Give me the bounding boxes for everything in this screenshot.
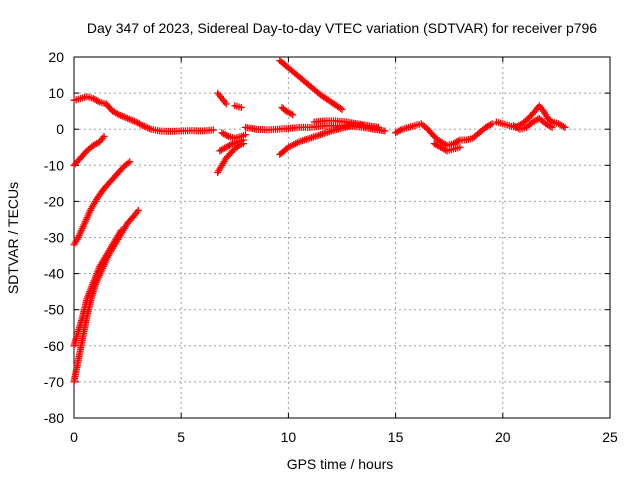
y-tick-label: -80: [44, 410, 64, 426]
data-point: [454, 137, 462, 145]
data-point: [396, 126, 404, 134]
data-point: [222, 100, 230, 108]
y-tick-label: -70: [44, 374, 64, 390]
data-point: [381, 127, 389, 135]
x-axis-label: GPS time / hours: [287, 456, 394, 472]
data-point: [94, 97, 102, 105]
data-point: [126, 158, 134, 166]
y-tick-label: -20: [44, 193, 64, 209]
series-arc-6: [214, 89, 230, 108]
y-tick-label: 10: [48, 85, 64, 101]
data-point: [561, 123, 569, 131]
x-tick-label: 5: [177, 429, 185, 445]
series-arc-2: [70, 132, 108, 169]
data-point: [456, 143, 464, 151]
y-tick-label: -40: [44, 266, 64, 282]
y-tick-label: 20: [48, 49, 64, 65]
y-axis-label: SDTVAR / TECUs: [5, 182, 21, 294]
data-point: [237, 104, 245, 112]
series-arc-3: [70, 158, 134, 249]
x-tick-label: 25: [602, 429, 618, 445]
series-arc-1: [70, 93, 217, 135]
data-point: [113, 110, 121, 118]
data-points: [70, 57, 569, 386]
x-tick-label: 20: [495, 429, 511, 445]
data-point: [336, 104, 344, 112]
data-point: [338, 105, 346, 113]
data-point: [287, 110, 295, 118]
data-point: [548, 123, 556, 131]
x-tick-label: 15: [388, 429, 404, 445]
x-tick-label: 10: [281, 429, 297, 445]
series-arc-17: [430, 140, 464, 155]
series-arc-5: [70, 206, 142, 386]
series-arc-16: [392, 120, 496, 149]
data-point: [209, 126, 217, 134]
series-arc-13: [278, 104, 297, 119]
data-point: [547, 122, 555, 130]
data-point: [289, 111, 297, 119]
data-point: [486, 121, 494, 129]
data-point: [124, 159, 132, 167]
chart-title: Day 347 of 2023, Sidereal Day-to-day VTE…: [87, 20, 597, 36]
data-point: [223, 132, 231, 140]
data-point: [227, 141, 235, 149]
y-tick-label: -60: [44, 338, 64, 354]
data-point: [100, 132, 108, 140]
data-point: [242, 131, 250, 139]
y-tick-label: 0: [56, 121, 64, 137]
series-arc-10: [218, 129, 250, 142]
y-tick-label: -10: [44, 157, 64, 173]
y-tick-labels: -80 -70 -60 -50 -40 -30 -20 -10 0 10 20: [44, 49, 64, 426]
data-point: [374, 123, 382, 131]
series-arc-12: [276, 57, 346, 113]
data-point: [559, 122, 567, 130]
series-arc-15: [310, 117, 382, 131]
y-tick-label: -50: [44, 302, 64, 318]
data-point: [488, 120, 496, 128]
data-point: [134, 206, 142, 214]
series-arc-19: [510, 114, 556, 133]
series-arc-7: [231, 102, 245, 112]
series-arc-9: [216, 136, 247, 155]
x-tick-label: 0: [70, 429, 78, 445]
data-point: [137, 121, 145, 129]
y-tick-label: -30: [44, 230, 64, 246]
x-tick-labels: 0 5 10 15 20 25: [70, 429, 618, 445]
